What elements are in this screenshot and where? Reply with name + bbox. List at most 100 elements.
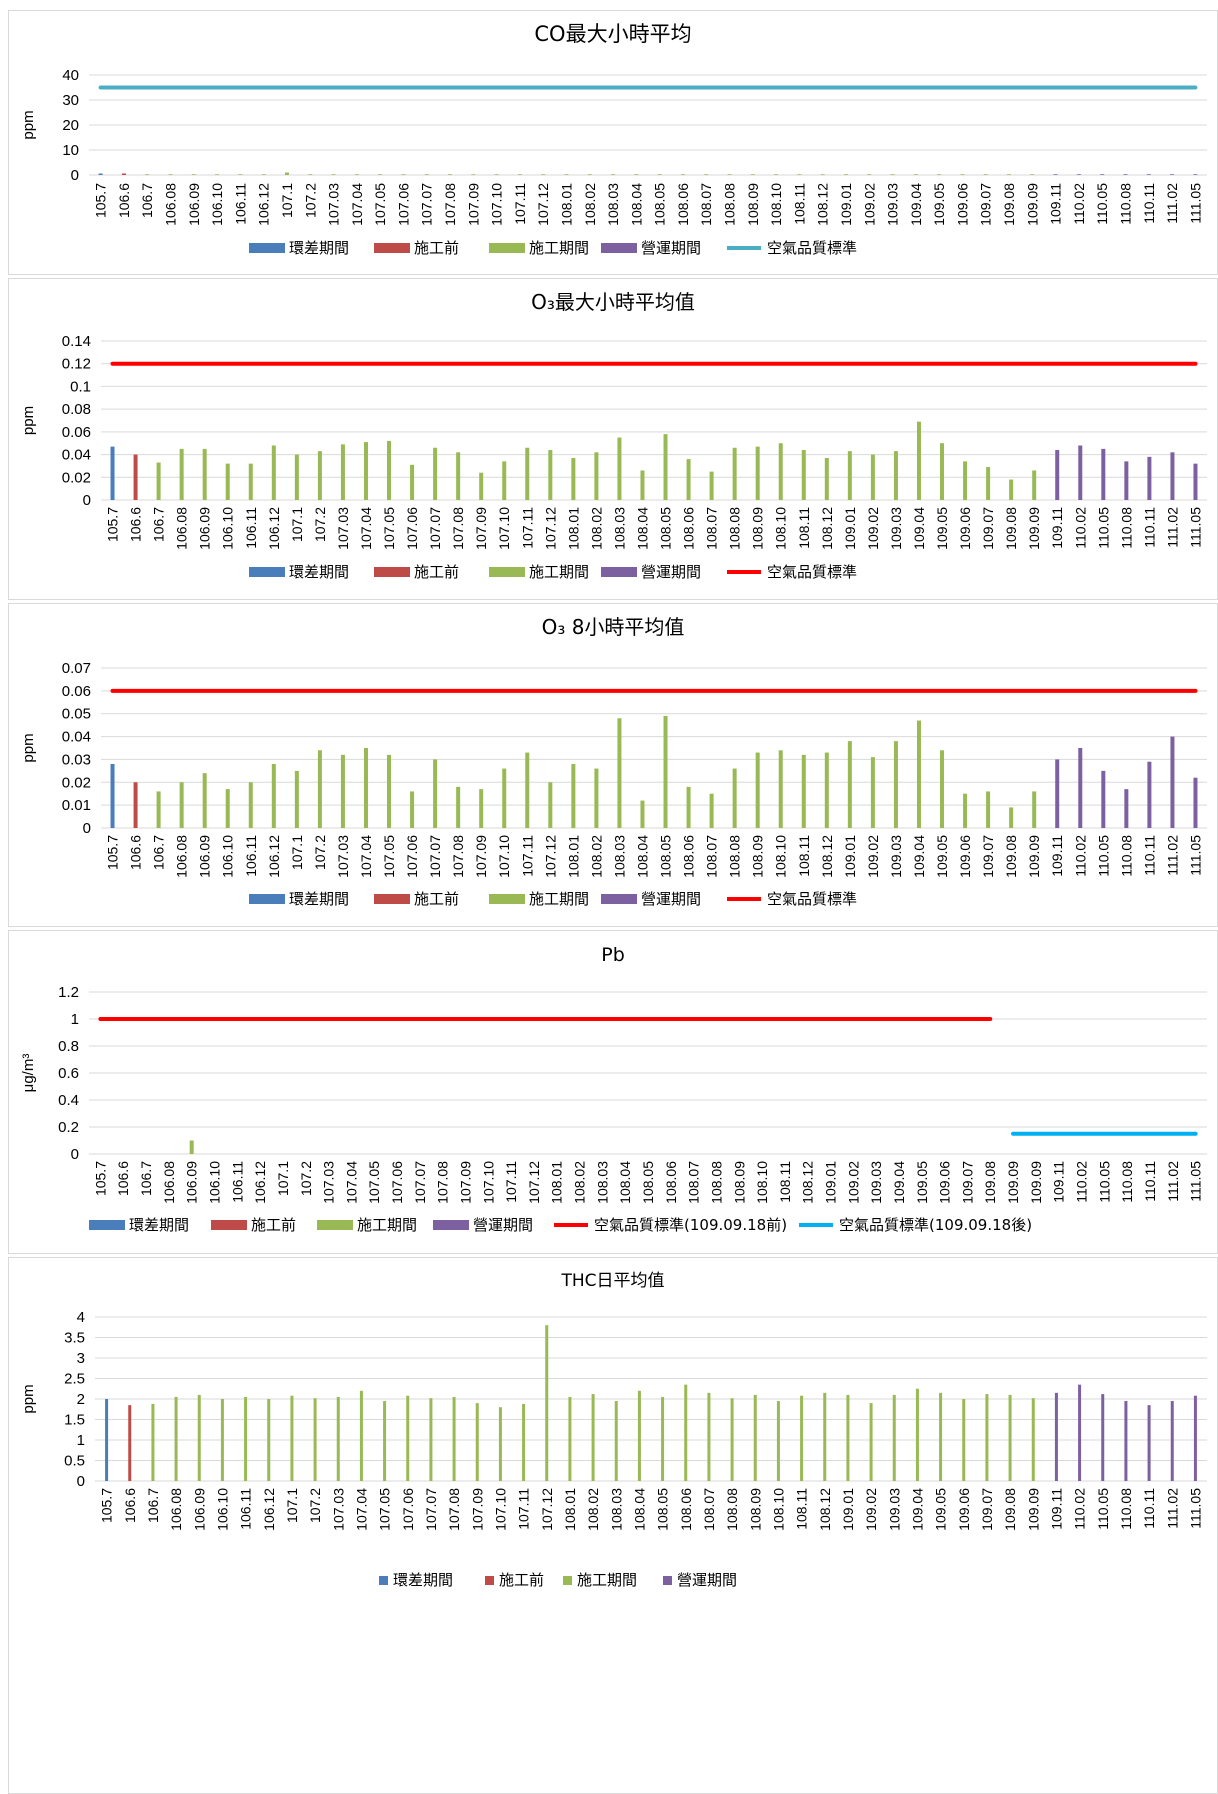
legend-swatch xyxy=(249,567,285,577)
x-tick-label: 107.12 xyxy=(539,1488,555,1531)
x-tick-label: 109.01 xyxy=(823,1161,839,1204)
x-tick-label: 107.05 xyxy=(366,1161,382,1204)
y-tick-label: 0.05 xyxy=(62,706,91,723)
x-tick-label: 109.03 xyxy=(868,1161,884,1204)
bar xyxy=(709,471,714,500)
x-tick-label: 109.06 xyxy=(957,507,973,550)
x-tick-label: 109.05 xyxy=(934,507,950,550)
x-tick-label: 108.08 xyxy=(722,183,738,226)
x-tick-label: 108.03 xyxy=(608,1488,624,1531)
bar xyxy=(750,174,755,175)
bar xyxy=(801,450,806,500)
legend-label: 環差期間 xyxy=(129,1216,189,1234)
x-tick-label: 109.11 xyxy=(1049,835,1065,877)
x-tick-label: 106.10 xyxy=(220,835,236,878)
x-tick-label: 108.01 xyxy=(562,1488,578,1531)
bar xyxy=(1009,479,1014,500)
bar xyxy=(290,1395,294,1481)
bar xyxy=(378,174,383,175)
x-tick-label: 110.05 xyxy=(1096,1161,1112,1203)
x-tick-label: 107.06 xyxy=(400,1488,416,1531)
x-tick-label: 109.03 xyxy=(888,835,904,878)
y-tick-label: 0.04 xyxy=(62,729,91,746)
bar xyxy=(637,1390,641,1481)
x-tick-label: 109.07 xyxy=(980,835,996,878)
bar xyxy=(471,174,476,175)
legend-label: 空氣品質標準 xyxy=(767,563,857,581)
x-tick-label: 108.04 xyxy=(634,835,650,878)
x-tick-label: 109.08 xyxy=(1003,507,1019,550)
legend-label: 施工前 xyxy=(414,563,459,581)
x-tick-label: 107.1 xyxy=(275,1161,291,1196)
x-tick-label: 108.10 xyxy=(773,507,789,550)
bar xyxy=(522,1403,526,1481)
x-tick-label: 111.05 xyxy=(1187,1488,1203,1529)
bar xyxy=(387,440,392,500)
bar xyxy=(1031,1398,1035,1481)
x-tick-label: 107.10 xyxy=(492,1488,508,1531)
x-tick-label: 107.11 xyxy=(519,835,535,877)
x-tick-label: 107.03 xyxy=(321,1161,337,1204)
bar xyxy=(1032,791,1037,828)
x-tick-label: 108.04 xyxy=(628,183,644,226)
bar xyxy=(774,174,779,175)
y-axis-title: μg/m³ xyxy=(20,1054,37,1093)
bar xyxy=(916,720,921,828)
y-axis-title: ppm xyxy=(20,406,37,435)
legend-swatch xyxy=(489,894,525,904)
x-tick-label: 107.04 xyxy=(358,835,374,878)
x-tick-label: 107.08 xyxy=(450,507,466,550)
bar xyxy=(1032,470,1037,500)
x-tick-label: 108.04 xyxy=(634,507,650,550)
x-tick-label: 106.6 xyxy=(116,183,132,218)
bar xyxy=(248,463,253,500)
x-tick-label: 105.7 xyxy=(93,183,109,218)
x-tick-label: 106.6 xyxy=(128,507,144,542)
bar xyxy=(191,174,196,175)
x-tick-label: 108.05 xyxy=(655,1488,671,1531)
bar xyxy=(363,442,368,500)
bar xyxy=(354,174,359,175)
y-tick-label: 0.5 xyxy=(64,1453,85,1470)
bar xyxy=(401,174,406,175)
x-tick-label: 108.10 xyxy=(770,1488,786,1531)
x-tick-label: 109.08 xyxy=(1001,183,1017,226)
x-tick-label: 106.12 xyxy=(252,1161,268,1204)
y-tick-label: 0 xyxy=(83,492,91,509)
x-tick-label: 106.08 xyxy=(163,183,179,226)
bar xyxy=(617,718,622,828)
bar xyxy=(548,782,553,828)
legend-swatch xyxy=(489,567,525,577)
bar xyxy=(1055,759,1060,828)
y-tick-label: 0.12 xyxy=(62,356,91,373)
x-tick-label: 107.12 xyxy=(542,835,558,878)
bar xyxy=(915,1388,919,1481)
bar xyxy=(727,174,732,175)
y-tick-label: 0 xyxy=(71,1146,79,1163)
x-tick-label: 106.09 xyxy=(197,835,213,878)
bar xyxy=(294,770,299,828)
y-tick-label: 4 xyxy=(77,1309,85,1326)
x-tick-label: 109.03 xyxy=(886,1488,902,1531)
x-tick-label: 106.6 xyxy=(115,1161,131,1196)
x-tick-label: 109.01 xyxy=(840,1488,856,1531)
bar xyxy=(1170,174,1175,175)
x-tick-label: 109.07 xyxy=(978,183,994,226)
x-tick-label: 108.02 xyxy=(572,1161,588,1204)
x-tick-label: 111.02 xyxy=(1164,1488,1180,1529)
x-tick-label: 106.11 xyxy=(243,507,259,549)
bar xyxy=(174,1396,178,1481)
chart-panel-co: CO最大小時平均 0 10 20 30 40 ppm 105.7 106.6 106.7 106.0… xyxy=(8,10,1218,275)
y-tick-label: 40 xyxy=(62,67,79,84)
bar xyxy=(707,1392,711,1481)
x-tick-label: 108.03 xyxy=(594,1161,610,1204)
x-tick-label: 107.11 xyxy=(503,1161,519,1203)
bar xyxy=(1076,174,1081,175)
x-tick-label: 107.05 xyxy=(381,507,397,550)
bar xyxy=(541,174,546,175)
bar xyxy=(225,463,230,500)
bar xyxy=(1054,1392,1058,1481)
bar xyxy=(847,451,852,500)
bar xyxy=(410,464,415,500)
o3-max-hourly-chart: O₃最大小時平均值 0 0.02 0.04 0.06 0.08 0.1 0.12 0.14 ppm… xyxy=(20,290,1207,581)
